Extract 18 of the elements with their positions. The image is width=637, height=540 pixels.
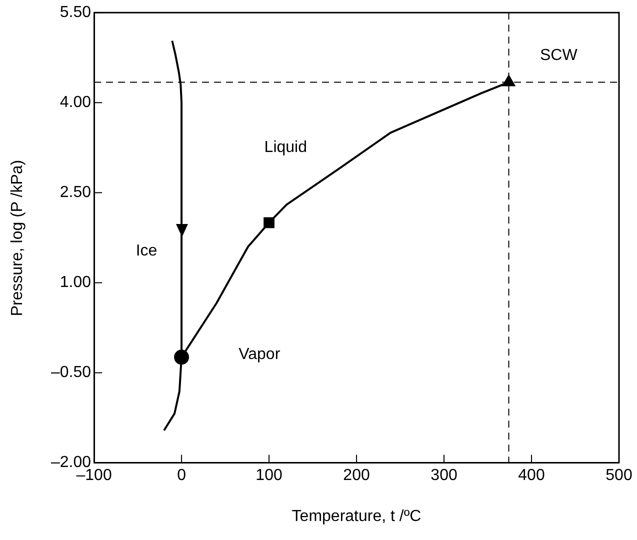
y-tick-label: 4.00 (60, 94, 92, 112)
x-tick-label: 200 (343, 466, 370, 484)
x-axis-title: Temperature, t /ºC (292, 508, 422, 526)
y-tick-label: 5.50 (60, 4, 92, 22)
annotation: Ice (136, 242, 158, 260)
y-axis-title: Pressure, log (P /kPa) (9, 160, 27, 316)
x-tick-label: 0 (177, 466, 186, 484)
annotation: Vapor (238, 346, 281, 364)
x-tick-label: –100 (76, 466, 112, 484)
annotation: SCW (540, 46, 578, 64)
y-tick-label: –0.50 (50, 364, 92, 382)
annotation: Liquid (264, 139, 307, 156)
x-tick-label: 500 (606, 466, 632, 484)
y-tick-label: 2.50 (60, 184, 92, 202)
x-tick-label: 100 (256, 466, 282, 484)
x-tick-label: 400 (518, 466, 545, 484)
x-tick-label: 300 (430, 466, 458, 484)
y-tick-label: 1.00 (60, 274, 92, 292)
